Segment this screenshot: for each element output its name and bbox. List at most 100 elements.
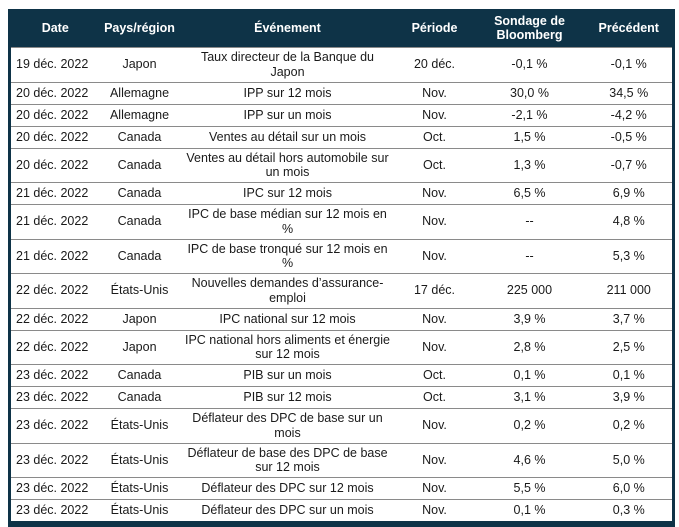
- table-row: 20 déc. 2022 Canada Ventes au détail hors …: [9, 147, 674, 183]
- table-row: 22 déc. 2022 Japon IPC national sur 12 moi…: [9, 307, 674, 330]
- cell-previous: -0,5 %: [585, 125, 674, 148]
- cell-previous: 3,7 %: [585, 307, 674, 330]
- table-row: 19 déc. 2022 Japon Taux directeur de la Ba…: [9, 47, 674, 82]
- table-row: 22 déc. 2022 Japon IPC national hors alime…: [9, 329, 674, 365]
- table-row: 20 déc. 2022 Canada Ventes au détail sur u…: [9, 125, 674, 148]
- cell-previous: 0,1 %: [585, 364, 674, 387]
- cell-previous: 3,9 %: [585, 386, 674, 409]
- cell-region: Canada: [99, 125, 180, 148]
- cell-region: Canada: [99, 364, 180, 387]
- cell-event: Déflateur des DPC sur 12 mois: [179, 477, 396, 500]
- header-row: Date Pays/région Événement Période Sonda…: [9, 9, 674, 48]
- cell-date: 23 déc. 2022: [9, 477, 100, 500]
- economic-calendar-table: Date Pays/région Événement Période Sonda…: [8, 9, 675, 527]
- cell-period: Oct.: [395, 364, 474, 387]
- cell-survey: --: [473, 204, 586, 239]
- column-header-period: Période: [395, 9, 474, 48]
- cell-period: Oct.: [395, 125, 474, 148]
- cell-survey: 0,1 %: [473, 364, 586, 387]
- cell-region: Canada: [99, 386, 180, 409]
- cell-period: Nov.: [395, 103, 474, 126]
- cell-date: 22 déc. 2022: [9, 307, 100, 330]
- cell-survey: --: [473, 238, 586, 274]
- cell-survey: -2,1 %: [473, 103, 586, 126]
- cell-date: 21 déc. 2022: [9, 204, 100, 239]
- cell-period: Nov.: [395, 408, 474, 443]
- cell-period: 20 déc.: [395, 47, 474, 82]
- cell-event: Nouvelles demandes d’assurance-emploi: [179, 273, 396, 308]
- cell-survey: 4,6 %: [473, 442, 586, 478]
- cell-survey: 3,1 %: [473, 386, 586, 409]
- cell-period: Oct.: [395, 147, 474, 183]
- cell-survey: 30,0 %: [473, 81, 586, 104]
- cell-previous: -0,1 %: [585, 47, 674, 82]
- cell-date: 22 déc. 2022: [9, 273, 100, 308]
- cell-region: États-Unis: [99, 408, 180, 443]
- cell-event: Déflateur de base des DPC de base sur 12…: [179, 442, 396, 478]
- cell-survey: -0,1 %: [473, 47, 586, 82]
- table-row: 21 déc. 2022 Canada IPC de base tronqué su…: [9, 238, 674, 274]
- cell-region: Canada: [99, 238, 180, 274]
- cell-previous: 5,0 %: [585, 442, 674, 478]
- cell-survey: 0,1 %: [473, 499, 586, 524]
- cell-date: 20 déc. 2022: [9, 103, 100, 126]
- cell-region: Canada: [99, 182, 180, 205]
- cell-previous: -4,2 %: [585, 103, 674, 126]
- table-row: 22 déc. 2022 États-Unis Nouvelles demandes…: [9, 273, 674, 308]
- cell-date: 23 déc. 2022: [9, 408, 100, 443]
- cell-event: IPC de base médian sur 12 mois en %: [179, 204, 396, 239]
- cell-event: IPC national hors aliments et énergie su…: [179, 329, 396, 365]
- cell-event: Taux directeur de la Banque du Japon: [179, 47, 396, 82]
- calendar-table: Date Pays/région Événement Période Sonda…: [8, 9, 675, 527]
- cell-period: Oct.: [395, 386, 474, 409]
- cell-previous: 0,3 %: [585, 499, 674, 524]
- cell-period: Nov.: [395, 477, 474, 500]
- table-row: 23 déc. 2022 États-Unis Déflateur des DPC …: [9, 408, 674, 443]
- cell-survey: 0,2 %: [473, 408, 586, 443]
- table-row: 23 déc. 2022 Canada PIB sur un mois Oct. 0,1…: [9, 364, 674, 387]
- cell-date: 23 déc. 2022: [9, 386, 100, 409]
- cell-survey: 5,5 %: [473, 477, 586, 500]
- cell-survey: 225 000: [473, 273, 586, 308]
- table-row: 21 déc. 2022 Canada IPC sur 12 mois Nov. 6,5…: [9, 182, 674, 205]
- cell-period: Nov.: [395, 238, 474, 274]
- column-header-date: Date: [9, 9, 100, 48]
- cell-event: IPC national sur 12 mois: [179, 307, 396, 330]
- column-header-survey: Sondage de Bloomberg: [473, 9, 586, 48]
- table-row: 21 déc. 2022 Canada IPC de base médian sur…: [9, 204, 674, 239]
- cell-previous: -0,7 %: [585, 147, 674, 183]
- cell-period: Nov.: [395, 81, 474, 104]
- cell-survey: 1,5 %: [473, 125, 586, 148]
- cell-region: Allemagne: [99, 103, 180, 126]
- cell-date: 19 déc. 2022: [9, 47, 100, 82]
- table-body: 19 déc. 2022 Japon Taux directeur de la Ba…: [9, 47, 674, 524]
- cell-survey: 3,9 %: [473, 307, 586, 330]
- cell-previous: 2,5 %: [585, 329, 674, 365]
- cell-previous: 211 000: [585, 273, 674, 308]
- cell-event: Déflateur des DPC sur un mois: [179, 499, 396, 524]
- cell-region: États-Unis: [99, 273, 180, 308]
- cell-region: Japon: [99, 47, 180, 82]
- cell-previous: 5,3 %: [585, 238, 674, 274]
- cell-region: États-Unis: [99, 499, 180, 524]
- cell-region: Japon: [99, 329, 180, 365]
- cell-event: IPP sur un mois: [179, 103, 396, 126]
- cell-event: PIB sur un mois: [179, 364, 396, 387]
- column-header-region: Pays/région: [99, 9, 180, 48]
- cell-period: Nov.: [395, 442, 474, 478]
- cell-date: 22 déc. 2022: [9, 329, 100, 365]
- cell-region: États-Unis: [99, 477, 180, 500]
- cell-period: Nov.: [395, 329, 474, 365]
- table-row: 23 déc. 2022 Canada PIB sur 12 mois Oct. 3,1…: [9, 386, 674, 409]
- cell-date: 21 déc. 2022: [9, 182, 100, 205]
- cell-date: 23 déc. 2022: [9, 442, 100, 478]
- cell-previous: 6,0 %: [585, 477, 674, 500]
- cell-survey: 1,3 %: [473, 147, 586, 183]
- cell-period: Nov.: [395, 499, 474, 524]
- cell-date: 20 déc. 2022: [9, 125, 100, 148]
- cell-previous: 4,8 %: [585, 204, 674, 239]
- column-header-previous: Précédent: [585, 9, 674, 48]
- cell-period: Nov.: [395, 307, 474, 330]
- table-row: 20 déc. 2022 Allemagne IPP sur 12 mois Nov.…: [9, 81, 674, 104]
- cell-region: Allemagne: [99, 81, 180, 104]
